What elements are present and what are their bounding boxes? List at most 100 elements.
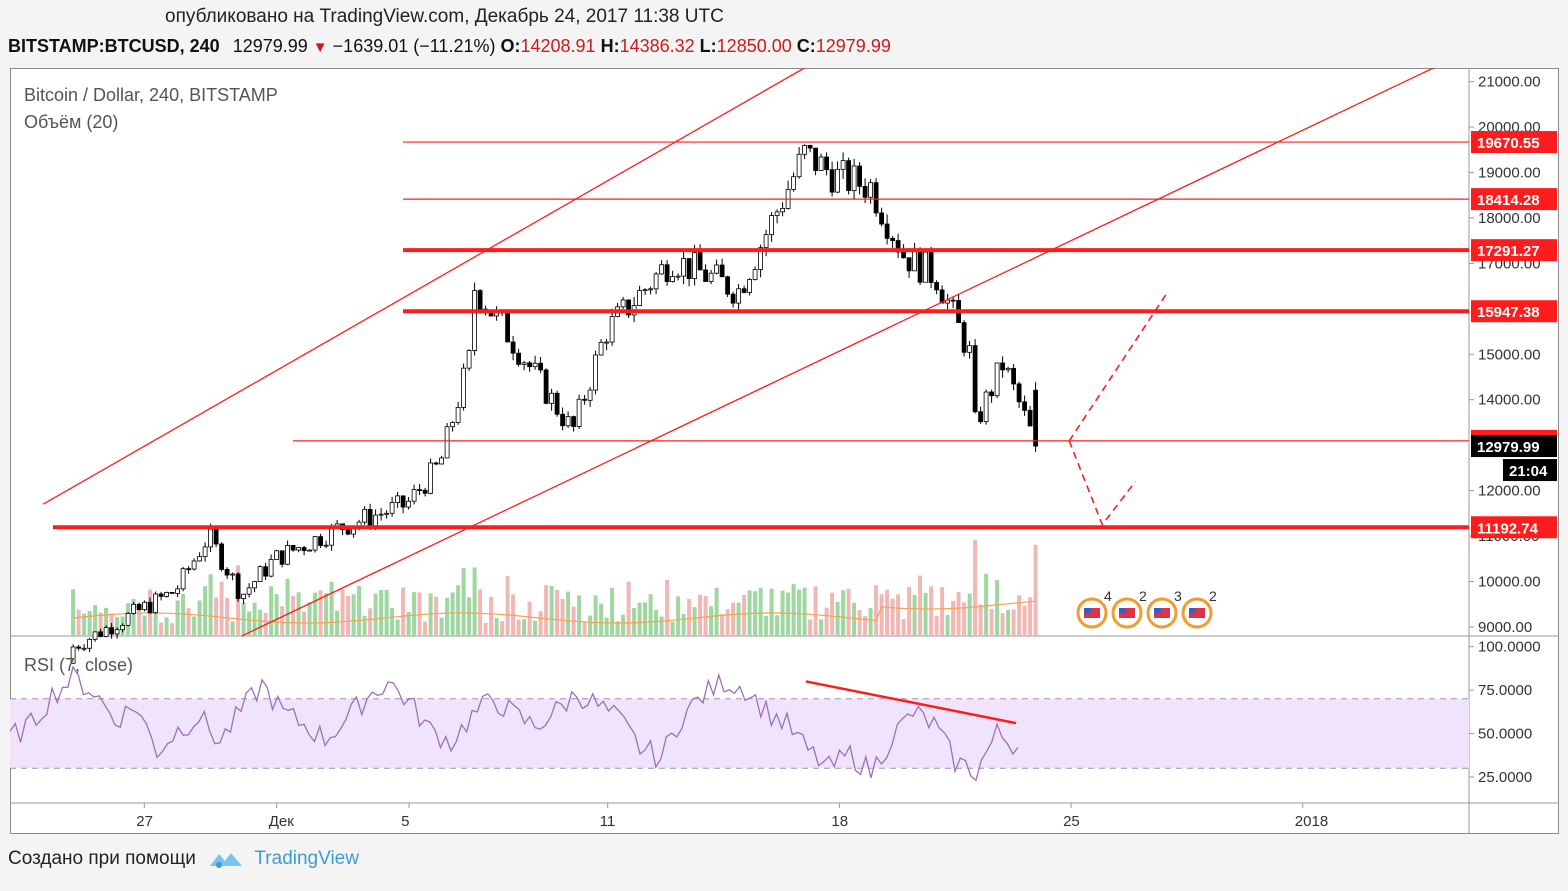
- candle-body: [587, 389, 593, 401]
- close-label: C:: [796, 36, 816, 56]
- volume-bar: [456, 585, 461, 636]
- volume-bar: [698, 594, 703, 636]
- volume-bar: [775, 615, 780, 636]
- candle-body: [642, 289, 648, 292]
- volume-bar: [351, 594, 356, 636]
- candle-body: [609, 316, 615, 343]
- volume-bar: [764, 616, 769, 636]
- volume-bar: [582, 622, 587, 636]
- candle-body: [648, 288, 653, 291]
- volume-bar: [522, 619, 527, 636]
- candle-body: [884, 223, 890, 239]
- volume-bar: [401, 587, 406, 636]
- candle-body: [285, 545, 291, 565]
- volume-bar: [626, 581, 631, 636]
- candle-body: [774, 211, 780, 216]
- volume-bar: [901, 619, 906, 636]
- candle-body: [395, 495, 401, 503]
- candle-body: [191, 560, 197, 570]
- candle-body: [604, 341, 609, 344]
- candle-body: [796, 153, 802, 178]
- candle-body: [950, 299, 956, 302]
- candle-body: [719, 264, 725, 278]
- projection-path: [1068, 290, 1170, 527]
- volume-bar: [863, 616, 868, 636]
- high-value: 14386.32: [619, 36, 695, 56]
- candle-body: [153, 593, 159, 614]
- volume-bar: [428, 593, 433, 636]
- volume-bar: [1028, 597, 1033, 636]
- tradingview-link[interactable]: TradingView: [254, 848, 359, 869]
- candle-body: [164, 592, 170, 597]
- price-axis-label: 12000.00: [1478, 483, 1541, 500]
- candle-body: [131, 603, 136, 614]
- volume-bar: [483, 623, 488, 636]
- volume-bar: [302, 611, 307, 636]
- volume-bar: [258, 609, 263, 636]
- flag-icon: [1154, 608, 1170, 618]
- candle-body: [543, 369, 549, 404]
- candle-body: [697, 252, 703, 271]
- volume-bar: [758, 587, 763, 636]
- volume-bar: [82, 613, 87, 636]
- candle-body: [857, 165, 862, 187]
- volume-bar: [274, 594, 279, 636]
- volume-bar: [907, 586, 912, 636]
- candle-body: [923, 251, 928, 283]
- candle-body: [983, 391, 989, 423]
- last-price-tag: [1471, 435, 1557, 458]
- volume-bar: [725, 609, 730, 636]
- candle-body: [186, 568, 192, 571]
- rsi-label: RSI (7, close): [24, 655, 133, 675]
- volume-bar: [93, 605, 98, 636]
- candle-body: [598, 341, 604, 356]
- candle-body: [411, 489, 417, 502]
- candle-body: [813, 147, 818, 171]
- candle-body: [939, 289, 945, 304]
- candle-body: [714, 264, 719, 274]
- volume-bar: [538, 611, 543, 636]
- volume-bar: [890, 598, 895, 636]
- close-value: 12979.99: [815, 36, 891, 56]
- flag-canton: [1084, 608, 1091, 613]
- level-price-tag: [1471, 131, 1557, 154]
- candle-body: [1005, 367, 1011, 371]
- volume-bar: [445, 597, 450, 636]
- volume-bar: [714, 587, 719, 636]
- volume-bar: [835, 601, 840, 636]
- volume-bar: [76, 609, 81, 636]
- volume-bar: [412, 592, 417, 636]
- volume-bar: [824, 607, 829, 636]
- volume-bar: [989, 609, 994, 636]
- volume-bar: [945, 614, 950, 636]
- volume-bar: [252, 602, 257, 636]
- change-value: −1639.01 (−11.21%): [332, 36, 496, 56]
- candle-body: [510, 341, 516, 354]
- candle-body: [505, 312, 511, 343]
- time-axis-label: Дек: [269, 813, 295, 830]
- candle-body: [175, 588, 181, 594]
- candle-body: [76, 646, 81, 649]
- candle-body: [301, 547, 307, 552]
- candle-body: [422, 489, 428, 494]
- volume-bar: [516, 619, 521, 636]
- candle-body: [136, 603, 142, 611]
- volume-bar: [604, 617, 609, 636]
- volume-bar: [340, 589, 345, 636]
- volume-bar: [439, 617, 444, 636]
- candle-body: [362, 508, 368, 523]
- volume-bar: [830, 592, 835, 636]
- volume-bar: [406, 611, 411, 636]
- volume-bar: [813, 586, 818, 636]
- candle-body: [120, 625, 125, 631]
- candle-body: [972, 345, 978, 413]
- volume-bar: [170, 623, 175, 636]
- time-axis-label: 27: [136, 813, 153, 830]
- candle-body: [257, 566, 263, 582]
- candle-body: [840, 160, 846, 170]
- candle-body: [433, 462, 439, 465]
- candle-body: [114, 629, 120, 635]
- volume-bar: [164, 617, 169, 636]
- candle-body: [807, 145, 813, 149]
